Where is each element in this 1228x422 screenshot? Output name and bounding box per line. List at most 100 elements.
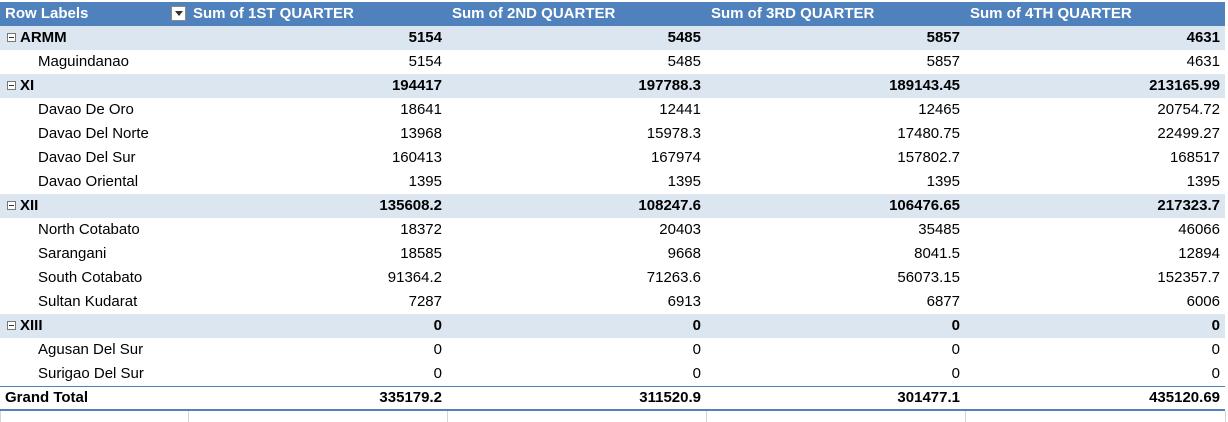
- value-cell: 6877: [926, 293, 960, 310]
- filter-dropdown[interactable]: [171, 6, 186, 21]
- grid-line: [0, 411, 1, 422]
- value-cell: 167974: [650, 149, 701, 166]
- value-cell: 157802.7: [897, 149, 960, 166]
- group-label: XI: [20, 77, 35, 94]
- group-row-bg: [0, 314, 1225, 338]
- value-cell: 4631: [1186, 29, 1220, 46]
- value-cell: 0: [951, 341, 960, 358]
- value-cell: 0: [433, 317, 442, 334]
- value-cell: 56073.15: [897, 269, 960, 286]
- value-cell: 335179.2: [379, 389, 442, 406]
- value-cell: 22499.27: [1157, 125, 1220, 142]
- value-cell: 0: [692, 317, 701, 334]
- value-cell: 35485: [918, 221, 960, 238]
- value-cell: 1395: [408, 173, 442, 190]
- value-cell: 0: [951, 365, 960, 382]
- value-cell: 46066: [1178, 221, 1220, 238]
- column-header: Sum of 1ST QUARTER: [188, 2, 447, 26]
- value-cell: 5485: [667, 53, 701, 70]
- value-cell: 18585: [400, 245, 442, 262]
- value-cell: 160413: [391, 149, 442, 166]
- value-cell: 7287: [408, 293, 442, 310]
- value-cell: 0: [1211, 341, 1220, 358]
- value-cell: 4631: [1186, 53, 1220, 70]
- row-label: Davao Del Sur: [38, 149, 136, 166]
- value-cell: 8041.5: [914, 245, 960, 262]
- collapse-button[interactable]: [7, 201, 16, 210]
- value-cell: 18641: [400, 101, 442, 118]
- value-cell: 17480.75: [897, 125, 960, 142]
- collapse-button[interactable]: [7, 33, 16, 42]
- value-cell: 311520.9: [639, 389, 701, 406]
- group-row-bg: [0, 194, 1225, 218]
- value-cell: 13968: [400, 125, 442, 142]
- total-label: Grand Total: [5, 389, 89, 406]
- value-cell: 194417: [391, 77, 442, 94]
- row-label: South Cotabato: [38, 269, 143, 286]
- value-cell: 1395: [667, 173, 701, 190]
- grid-line: [188, 411, 189, 422]
- value-cell: 6913: [667, 293, 701, 310]
- row-label: Sultan Kudarat: [38, 293, 138, 310]
- grid-line: [706, 411, 707, 422]
- value-cell: 71263.6: [646, 269, 701, 286]
- value-cell: 6006: [1186, 293, 1220, 310]
- value-cell: 135608.2: [379, 197, 442, 214]
- value-cell: 0: [692, 365, 701, 382]
- value-cell: 18372: [400, 221, 442, 238]
- row-label: Maguindanao: [38, 53, 129, 70]
- value-cell: 12894: [1178, 245, 1220, 262]
- value-cell: 197788.3: [638, 77, 701, 94]
- collapse-button[interactable]: [7, 321, 16, 330]
- value-cell: 0: [951, 317, 960, 334]
- value-cell: 0: [692, 341, 701, 358]
- value-cell: 5485: [667, 29, 701, 46]
- column-header: Sum of 3RD QUARTER: [706, 2, 965, 26]
- value-cell: 0: [1211, 317, 1220, 334]
- value-cell: 213165.99: [1149, 77, 1220, 94]
- group-row-bg: [0, 74, 1225, 98]
- group-label: ARMM: [20, 29, 67, 46]
- column-header: Sum of 4TH QUARTER: [965, 2, 1225, 26]
- value-cell: 106476.65: [889, 197, 960, 214]
- value-cell: 189143.45: [889, 77, 960, 94]
- total-row-border: [0, 386, 1225, 411]
- group-label: XII: [20, 197, 39, 214]
- value-cell: 217323.7: [1157, 197, 1220, 214]
- value-cell: 0: [433, 341, 442, 358]
- row-label: Davao Oriental: [38, 173, 139, 190]
- value-cell: 20403: [659, 221, 701, 238]
- value-cell: 435120.69: [1149, 389, 1220, 406]
- value-cell: 5154: [408, 29, 442, 46]
- group-row-bg: [0, 26, 1225, 50]
- row-label: Davao Del Norte: [38, 125, 149, 142]
- column-header: Row Labels: [0, 2, 188, 26]
- value-cell: 1395: [1186, 173, 1220, 190]
- column-header: Sum of 2ND QUARTER: [447, 2, 706, 26]
- row-label: Agusan Del Sur: [38, 341, 144, 358]
- value-cell: 91364.2: [387, 269, 442, 286]
- value-cell: 12465: [918, 101, 960, 118]
- row-label: Surigao Del Sur: [38, 365, 144, 382]
- value-cell: 301477.1: [897, 389, 960, 406]
- value-cell: 168517: [1169, 149, 1220, 166]
- value-cell: 1395: [926, 173, 960, 190]
- value-cell: 5154: [408, 53, 442, 70]
- value-cell: 0: [433, 365, 442, 382]
- grid-line: [447, 411, 448, 422]
- value-cell: 5857: [926, 53, 960, 70]
- value-cell: 152357.7: [1157, 269, 1220, 286]
- row-label: Davao De Oro: [38, 101, 134, 118]
- group-label: XIII: [20, 317, 43, 334]
- value-cell: 12441: [659, 101, 701, 118]
- collapse-button[interactable]: [7, 81, 16, 90]
- row-label: Sarangani: [38, 245, 107, 262]
- value-cell: 5857: [926, 29, 960, 46]
- value-cell: 9668: [667, 245, 701, 262]
- value-cell: 20754.72: [1157, 101, 1220, 118]
- value-cell: 108247.6: [638, 197, 701, 214]
- grid-line: [965, 411, 966, 422]
- grid-line: [1225, 411, 1226, 422]
- row-label: North Cotabato: [38, 221, 140, 238]
